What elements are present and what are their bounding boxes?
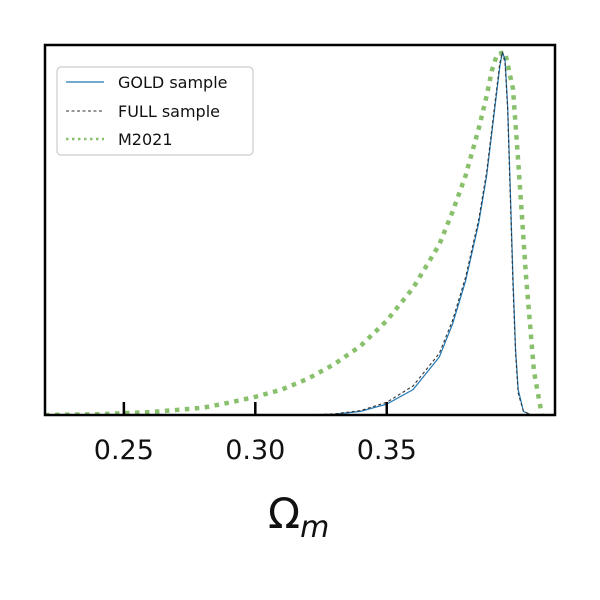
x-axis-title-main: Ω [268, 489, 300, 538]
legend: GOLD sample FULL sample M2021 [56, 66, 254, 156]
x-axis-title-sub: m [300, 510, 329, 545]
legend-label-full: FULL sample [118, 102, 220, 121]
series-line-full [307, 51, 532, 415]
x-tick-label-2: 0.35 [357, 435, 417, 466]
plot-frame [43, 43, 557, 417]
legend-label-gold: GOLD sample [118, 73, 227, 92]
legend-label-m2021: M2021 [118, 130, 173, 149]
series-layer [45, 50, 545, 415]
tick-layer: 0.25 0.30 0.35 [94, 402, 417, 466]
series-line-gold [307, 51, 532, 415]
series-line-m2021 [45, 50, 545, 415]
legend-box [56, 66, 254, 156]
x-axis-title: Ωm [268, 489, 329, 545]
x-tick-label-1: 0.30 [225, 435, 285, 466]
x-tick-label-0: 0.25 [94, 435, 154, 466]
